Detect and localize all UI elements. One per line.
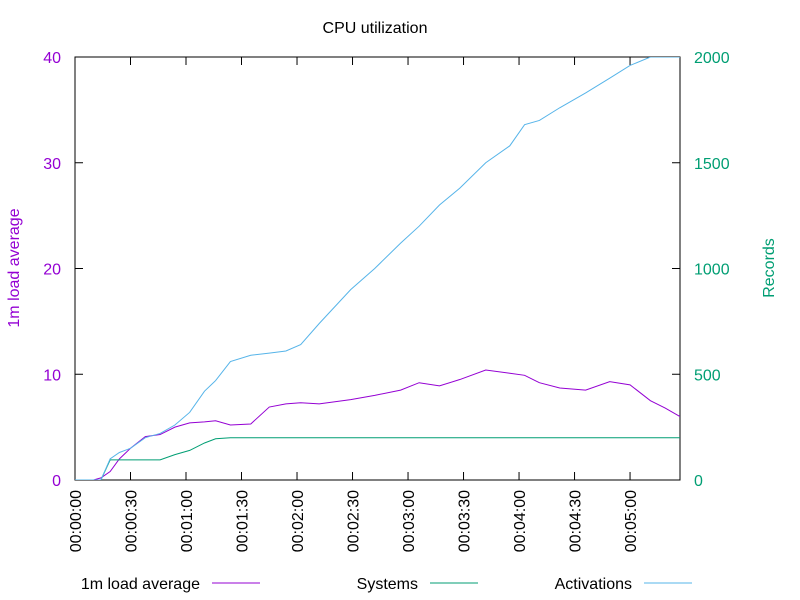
data-line [75,57,680,480]
x-tick-label: 00:02:00 [290,490,307,552]
y-axis-label: 1m load average [6,208,23,327]
x-tick-label: 00:00:30 [124,490,141,552]
y2-tick-label: 0 [694,473,703,490]
x-tick-label: 00:02:30 [346,490,363,552]
y-tick-label: 30 [43,156,61,173]
x-tick-label: 00:05:00 [623,490,640,552]
y-tick-label: 20 [43,262,61,279]
x-tick-label: 00:01:30 [235,490,252,552]
data-line [75,437,680,480]
x-tick-label: 00:01:00 [179,490,196,552]
y2-tick-label: 1500 [694,156,730,173]
x-tick-label: 00:04:00 [512,490,529,552]
y2-axis-label: Records [761,238,778,298]
legend-label: Activations [555,576,632,593]
y-tick-label: 10 [43,367,61,384]
y-tick-label: 0 [52,473,61,490]
x-tick-label: 00:03:00 [401,490,418,552]
legend-label: 1m load average [81,576,200,593]
data-line [75,369,680,480]
x-tick-label: 00:04:30 [568,490,585,552]
chart-title: CPU utilization [323,20,428,37]
y2-tick-label: 500 [694,367,721,384]
y2-tick-label: 2000 [694,50,730,67]
y-tick-label: 40 [43,50,61,67]
y2-tick-label: 1000 [694,262,730,279]
plot-frame [74,56,681,481]
x-tick-label: 00:03:30 [457,490,474,552]
legend-label: Systems [357,576,418,593]
x-tick-label: 00:00:00 [68,490,85,552]
